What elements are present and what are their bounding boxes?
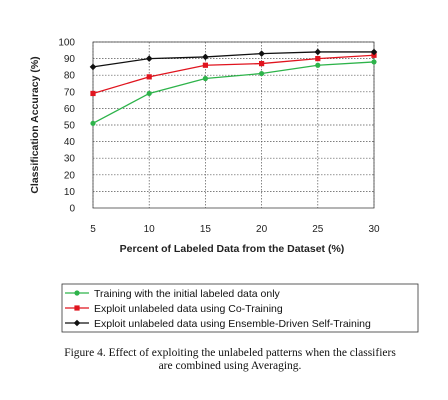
- legend-marker: [73, 319, 81, 327]
- caption-line-2: are combined using Averaging.: [158, 360, 302, 372]
- y-tick-label: 30: [64, 154, 76, 165]
- legend-item: Training with the initial labeled data o…: [65, 288, 281, 300]
- caption-line-1: Figure 4. Effect of exploiting the unlab…: [64, 347, 396, 359]
- grid-lines: [92, 41, 375, 209]
- series-1: [90, 59, 377, 126]
- data-point: [146, 74, 152, 80]
- series-line: [92, 51, 374, 68]
- data-point: [202, 75, 208, 82]
- x-tick-labels: 5 10 15 20 25 30: [90, 224, 380, 235]
- y-tick-label: 10: [64, 187, 76, 198]
- y-tick-label: 60: [64, 104, 76, 115]
- data-point: [90, 120, 96, 126]
- data-point: [258, 50, 265, 57]
- series-line: [92, 61, 375, 124]
- data-point: [202, 53, 209, 61]
- data-point: [371, 52, 377, 58]
- data-point: [146, 90, 152, 97]
- y-tick-label: 50: [64, 121, 76, 132]
- legend-item: Exploit unlabeled data using Co-Training: [65, 303, 283, 315]
- legend-box: [61, 283, 419, 333]
- data-point: [89, 63, 97, 71]
- y-tick-label: 70: [64, 87, 76, 98]
- legend-item: Exploit unlabeled data using Ensemble-Dr…: [65, 318, 371, 330]
- series-group: [89, 48, 378, 126]
- legend-label: Exploit unlabeled data using Ensemble-Dr…: [94, 318, 371, 330]
- legend-marker: [74, 305, 80, 311]
- data-point: [315, 56, 321, 62]
- y-tick-label: 40: [64, 137, 76, 148]
- x-tick-label: 30: [368, 224, 380, 235]
- legend: Training with the initial labeled data o…: [61, 283, 419, 333]
- figure-caption: Figure 4. Effect of exploiting the unlab…: [40, 347, 420, 373]
- x-tick-label: 20: [256, 224, 268, 235]
- data-point: [315, 62, 321, 68]
- x-tick-label: 15: [200, 224, 212, 235]
- data-point: [90, 90, 96, 97]
- line-chart: 0 10 20 30 40 50 60 70 80 90 100 5 10 15 20 25 30 Class…: [29, 38, 419, 333]
- data-point: [314, 48, 322, 56]
- x-tick-label: 10: [144, 224, 156, 235]
- data-point: [259, 70, 265, 77]
- y-tick-label: 80: [64, 71, 76, 82]
- legend-label: Exploit unlabeled data using Co-Training: [94, 303, 283, 315]
- x-tick-label: 5: [90, 224, 96, 235]
- y-axis-title: Classification Accuracy (%): [29, 56, 41, 193]
- legend-marker: [74, 290, 80, 296]
- y-tick-label: 20: [64, 170, 76, 181]
- series-3: [89, 48, 378, 71]
- x-tick-label: 25: [312, 224, 324, 235]
- data-point: [202, 62, 208, 68]
- data-point: [370, 48, 378, 56]
- series-line: [92, 54, 375, 95]
- data-point: [259, 60, 265, 67]
- data-point: [145, 55, 153, 62]
- y-tick-label: 100: [58, 38, 75, 49]
- y-tick-label: 0: [69, 204, 75, 215]
- legend-label: Training with the initial labeled data o…: [94, 288, 281, 300]
- y-tick-labels: 0 10 20 30 40 50 60 70 80 90 100: [58, 38, 75, 215]
- x-axis-title: Percent of Labeled Data from the Dataset…: [120, 243, 345, 255]
- data-point: [371, 59, 377, 65]
- y-tick-label: 90: [64, 54, 76, 65]
- series-2: [90, 52, 377, 97]
